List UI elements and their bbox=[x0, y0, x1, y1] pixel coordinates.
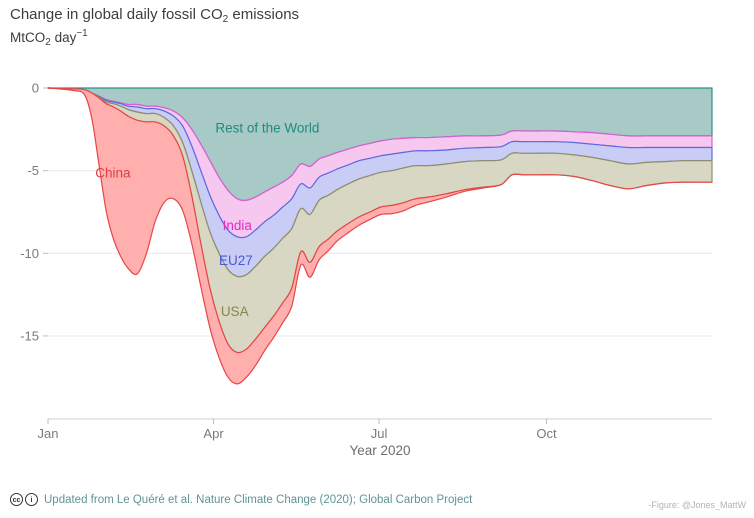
series-label-china: China bbox=[95, 165, 131, 180]
units-mid: day bbox=[50, 30, 77, 45]
units-subscript: 2 bbox=[45, 37, 51, 48]
units-prefix: MtCO bbox=[10, 30, 46, 45]
y-tick-label: 0 bbox=[32, 81, 39, 96]
emissions-stacked-area-chart: 0 -5 -10 -15 Jan Apr Jul Oct Rest of the World In… bbox=[20, 81, 713, 441]
chart-title-subscript: 2 bbox=[222, 14, 229, 25]
attribution-icon: i bbox=[25, 493, 38, 506]
license-caption: cc i Updated from Le Quéré et al. Nature… bbox=[10, 493, 472, 506]
x-tick-label: Jan bbox=[38, 426, 59, 441]
source-caption-text: Updated from Le Quéré et al. Nature Clim… bbox=[44, 493, 473, 506]
figure-credit: -Figure: @Jones_MattW bbox=[648, 500, 746, 510]
y-tick-label: -15 bbox=[20, 328, 39, 343]
units-superscript: −1 bbox=[76, 28, 88, 39]
y-axis-units: MtCO2 day−1 bbox=[10, 28, 88, 48]
x-tick-label: Jul bbox=[371, 426, 388, 441]
y-tick-label: -10 bbox=[20, 246, 39, 261]
series-label-india: India bbox=[223, 218, 253, 233]
cc-license-icon: cc bbox=[10, 493, 23, 506]
series-label-rest-of-the-world: Rest of the World bbox=[215, 121, 319, 136]
chart-title: Change in global daily fossil CO2 emissi… bbox=[10, 6, 299, 25]
x-axis-label: Year 2020 bbox=[349, 443, 411, 458]
series-label-usa: USA bbox=[221, 304, 249, 319]
chart-title-suffix: emissions bbox=[228, 6, 300, 23]
y-tick-label: -5 bbox=[27, 163, 39, 178]
series-label-eu27: EU27 bbox=[219, 253, 253, 268]
area-china bbox=[47, 87, 713, 385]
x-tick-label: Oct bbox=[536, 426, 557, 441]
x-tick-label: Apr bbox=[203, 426, 224, 441]
chart-title-text: Change in global daily fossil CO bbox=[10, 6, 223, 23]
